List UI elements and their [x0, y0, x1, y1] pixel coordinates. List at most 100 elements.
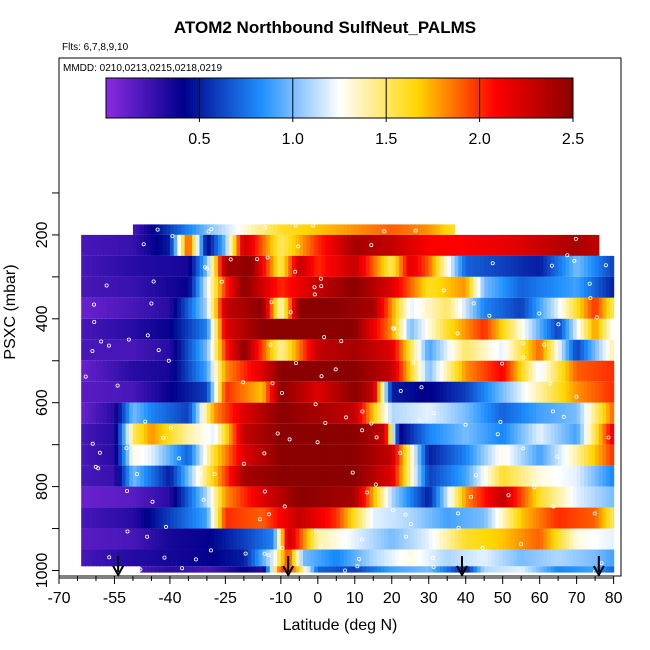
heatmap-cell — [99, 318, 104, 340]
heatmap-cell — [232, 297, 238, 319]
heatmap-cell — [609, 297, 615, 319]
heatmap-cell — [140, 339, 145, 361]
heatmap-cell — [88, 255, 93, 277]
heatmap-cell — [535, 402, 541, 424]
heatmap-cell — [447, 402, 452, 424]
heatmap-cell — [332, 318, 337, 340]
heatmap-cell — [498, 444, 504, 466]
heatmap-cell — [362, 507, 367, 529]
heatmap-cell — [258, 224, 263, 235]
sample-marker — [342, 568, 347, 573]
heatmap-cell — [84, 444, 90, 466]
heatmap-cell — [569, 423, 574, 445]
heatmap-cell — [277, 566, 282, 573]
heatmap-cell — [406, 423, 411, 445]
heatmap-cell — [280, 381, 286, 403]
heatmap-cell — [554, 549, 559, 567]
heatmap-cell — [532, 360, 537, 382]
heatmap-cell — [103, 339, 108, 361]
heatmap-cell — [258, 234, 263, 256]
heatmap-cell — [107, 486, 112, 508]
heatmap-cell — [225, 339, 230, 361]
heatmap-cell — [92, 465, 97, 487]
sample-marker — [319, 374, 324, 379]
heatmap-cell — [458, 444, 463, 466]
heatmap-cell — [277, 224, 282, 235]
heatmap-cell — [428, 224, 434, 235]
heatmap-cell — [140, 507, 145, 529]
heatmap-cell — [262, 528, 267, 550]
heatmap-cell — [365, 297, 371, 319]
heatmap-cell — [332, 465, 337, 487]
heatmap-cell — [487, 566, 493, 573]
heatmap-cell — [539, 507, 544, 529]
heatmap-cell — [439, 486, 445, 508]
heatmap-cell — [217, 465, 223, 487]
heatmap-cell — [495, 566, 500, 573]
heatmap-cell — [262, 297, 267, 319]
heatmap-cell — [347, 528, 352, 550]
heatmap-cell — [251, 339, 256, 361]
heatmap-cell — [217, 549, 223, 567]
heatmap-cell — [169, 360, 175, 382]
heatmap-cell — [236, 276, 241, 298]
heatmap-cell — [380, 465, 385, 487]
heatmap-cell — [121, 465, 127, 487]
heatmap-cell — [181, 444, 186, 466]
heatmap-cell — [240, 234, 245, 256]
heatmap-cell — [484, 465, 489, 487]
heatmap-cell — [513, 339, 519, 361]
heatmap-cell — [402, 339, 408, 361]
heatmap-cell — [421, 234, 426, 256]
heatmap-cell — [84, 423, 90, 445]
heatmap-cell — [609, 486, 615, 508]
heatmap-cell — [258, 566, 263, 573]
heatmap-cell — [144, 566, 149, 573]
heatmap-cell — [247, 444, 252, 466]
sample-marker — [318, 544, 323, 549]
heatmap-cell — [310, 465, 315, 487]
heatmap-cell — [587, 402, 593, 424]
heatmap-cell — [243, 224, 249, 235]
heatmap-cell — [95, 465, 101, 487]
heatmap-cell — [598, 255, 604, 277]
heatmap-cell — [169, 423, 175, 445]
heatmap-cell — [284, 255, 289, 277]
heatmap-cell — [225, 486, 230, 508]
heatmap-cell — [487, 318, 493, 340]
heatmap-cell — [280, 423, 286, 445]
heatmap-cell — [95, 234, 101, 256]
heatmap-cell — [521, 402, 526, 424]
heatmap-cell — [432, 507, 437, 529]
heatmap-cell — [192, 381, 197, 403]
heatmap-cell — [254, 566, 260, 573]
heatmap-cell — [491, 360, 496, 382]
heatmap-cell — [88, 276, 93, 298]
heatmap-cell — [147, 224, 153, 235]
heatmap-cell — [317, 486, 323, 508]
heatmap-cell — [369, 566, 374, 573]
heatmap-cell — [144, 234, 149, 256]
sample-marker — [201, 497, 206, 502]
heatmap-cell — [347, 318, 352, 340]
heatmap-cell — [436, 486, 441, 508]
heatmap-cell — [303, 360, 308, 382]
heatmap-cell — [306, 444, 312, 466]
heatmap-cell — [232, 444, 238, 466]
heatmap-cell — [376, 566, 382, 573]
heatmap-cell — [229, 297, 234, 319]
heatmap-cell — [524, 360, 530, 382]
heatmap-cell — [598, 465, 604, 487]
heatmap-cell — [273, 318, 278, 340]
x-tick-label: -55 — [103, 590, 126, 607]
heatmap-cell — [129, 297, 134, 319]
heatmap-cell — [388, 224, 393, 235]
heatmap-cell — [513, 318, 519, 340]
heatmap-cell — [347, 444, 352, 466]
heatmap-cell — [251, 318, 256, 340]
heatmap-cell — [609, 318, 615, 340]
heatmap-cell — [432, 360, 437, 382]
heatmap-cell — [317, 528, 323, 550]
heatmap-cell — [321, 402, 326, 424]
heatmap-cell — [395, 224, 400, 235]
